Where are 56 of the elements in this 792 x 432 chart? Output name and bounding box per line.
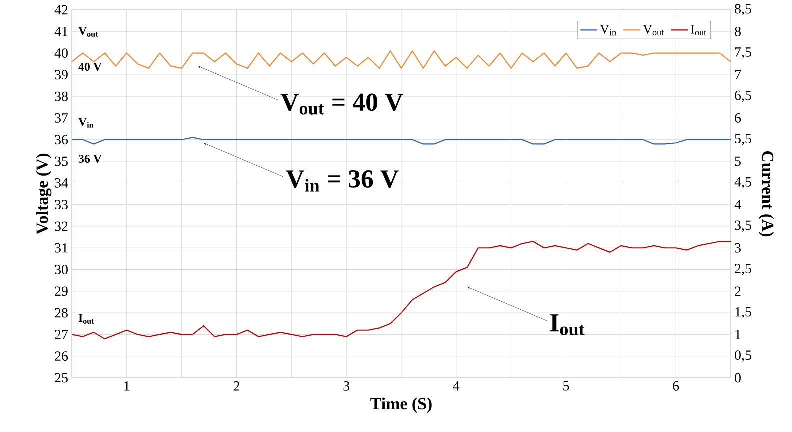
y2-tick-label: 6,5	[735, 90, 752, 102]
y-tick-label: 42	[54, 5, 68, 15]
y2-axis-title: Current (A)	[758, 151, 774, 237]
legend-label: V$_{in}$	[600, 25, 616, 36]
y2-tick-label: 5	[735, 156, 741, 166]
annotation: V$_{in}$	[78, 118, 94, 128]
y2-tick-label: 7,5	[735, 48, 752, 59]
y-tick-label: 34	[55, 178, 68, 188]
y2-tick-label: 3,5	[735, 220, 752, 232]
y-tick-label: 31	[55, 243, 68, 253]
y-tick-label: 37	[55, 114, 68, 123]
y2-tick-label: 0	[735, 373, 741, 383]
annotation: 36 V	[78, 154, 102, 164]
x-tick-label: 4	[453, 382, 460, 391]
y-tick-label: 41	[54, 27, 68, 36]
y2-tick-label: 8,5	[735, 4, 752, 16]
x-tick-label: 6	[673, 382, 680, 391]
y2-tick-label: 1	[736, 330, 741, 340]
x-axis-title: Time (S)	[370, 398, 432, 414]
y-tick-label: 35	[55, 156, 68, 166]
annotation: I$_{out}$	[550, 314, 585, 336]
x-tick-label: 2	[234, 382, 240, 391]
y-tick-label: 38	[55, 92, 68, 102]
y-tick-label: 28	[55, 308, 68, 318]
y-tick-label: 27	[55, 330, 68, 340]
x-tick-label: 1	[124, 382, 130, 391]
x-tick-label: 3	[344, 382, 350, 391]
y2-tick-label: 7	[735, 70, 742, 80]
annotation: V$_{out}$	[78, 27, 98, 37]
annotation: 40 V	[78, 62, 102, 72]
y2-tick-label: 4	[734, 200, 742, 210]
y-tick-label: 32	[55, 222, 68, 232]
annotation: I$_{out}$	[78, 314, 94, 324]
y-tick-label: 33	[55, 200, 68, 210]
y-tick-label: 30	[55, 265, 68, 274]
y2-tick-label: 3	[735, 243, 741, 253]
y-tick-label: 39	[55, 70, 68, 80]
x-tick-label: 5	[564, 382, 570, 391]
y-axis-title: Voltage (V)	[36, 154, 52, 235]
legend-label: V$_{out}$	[643, 25, 664, 36]
y2-tick-label: 5,5	[735, 134, 752, 146]
y2-tick-label: 8	[735, 26, 741, 36]
y2-tick-label: 4,5	[734, 178, 752, 189]
y2-tick-label: 1,5	[736, 307, 752, 319]
y-tick-label: 40	[54, 48, 68, 58]
y-tick-label: 25	[55, 373, 68, 383]
y2-tick-label: 2,5	[735, 264, 752, 276]
y2-tick-label: 0,5	[735, 350, 752, 362]
y2-tick-label: 2	[735, 286, 741, 296]
annotation: V$_{out}$ = 40 V	[280, 94, 404, 115]
y-tick-label: 26	[55, 352, 68, 362]
legend-label: I$_{out}$	[691, 25, 707, 36]
annotation: V$_{in}$ = 36 V	[286, 170, 399, 192]
y-tick-label: 29	[55, 286, 68, 296]
y2-tick-label: 6	[735, 114, 742, 123]
y-tick-label: 36	[55, 135, 68, 145]
